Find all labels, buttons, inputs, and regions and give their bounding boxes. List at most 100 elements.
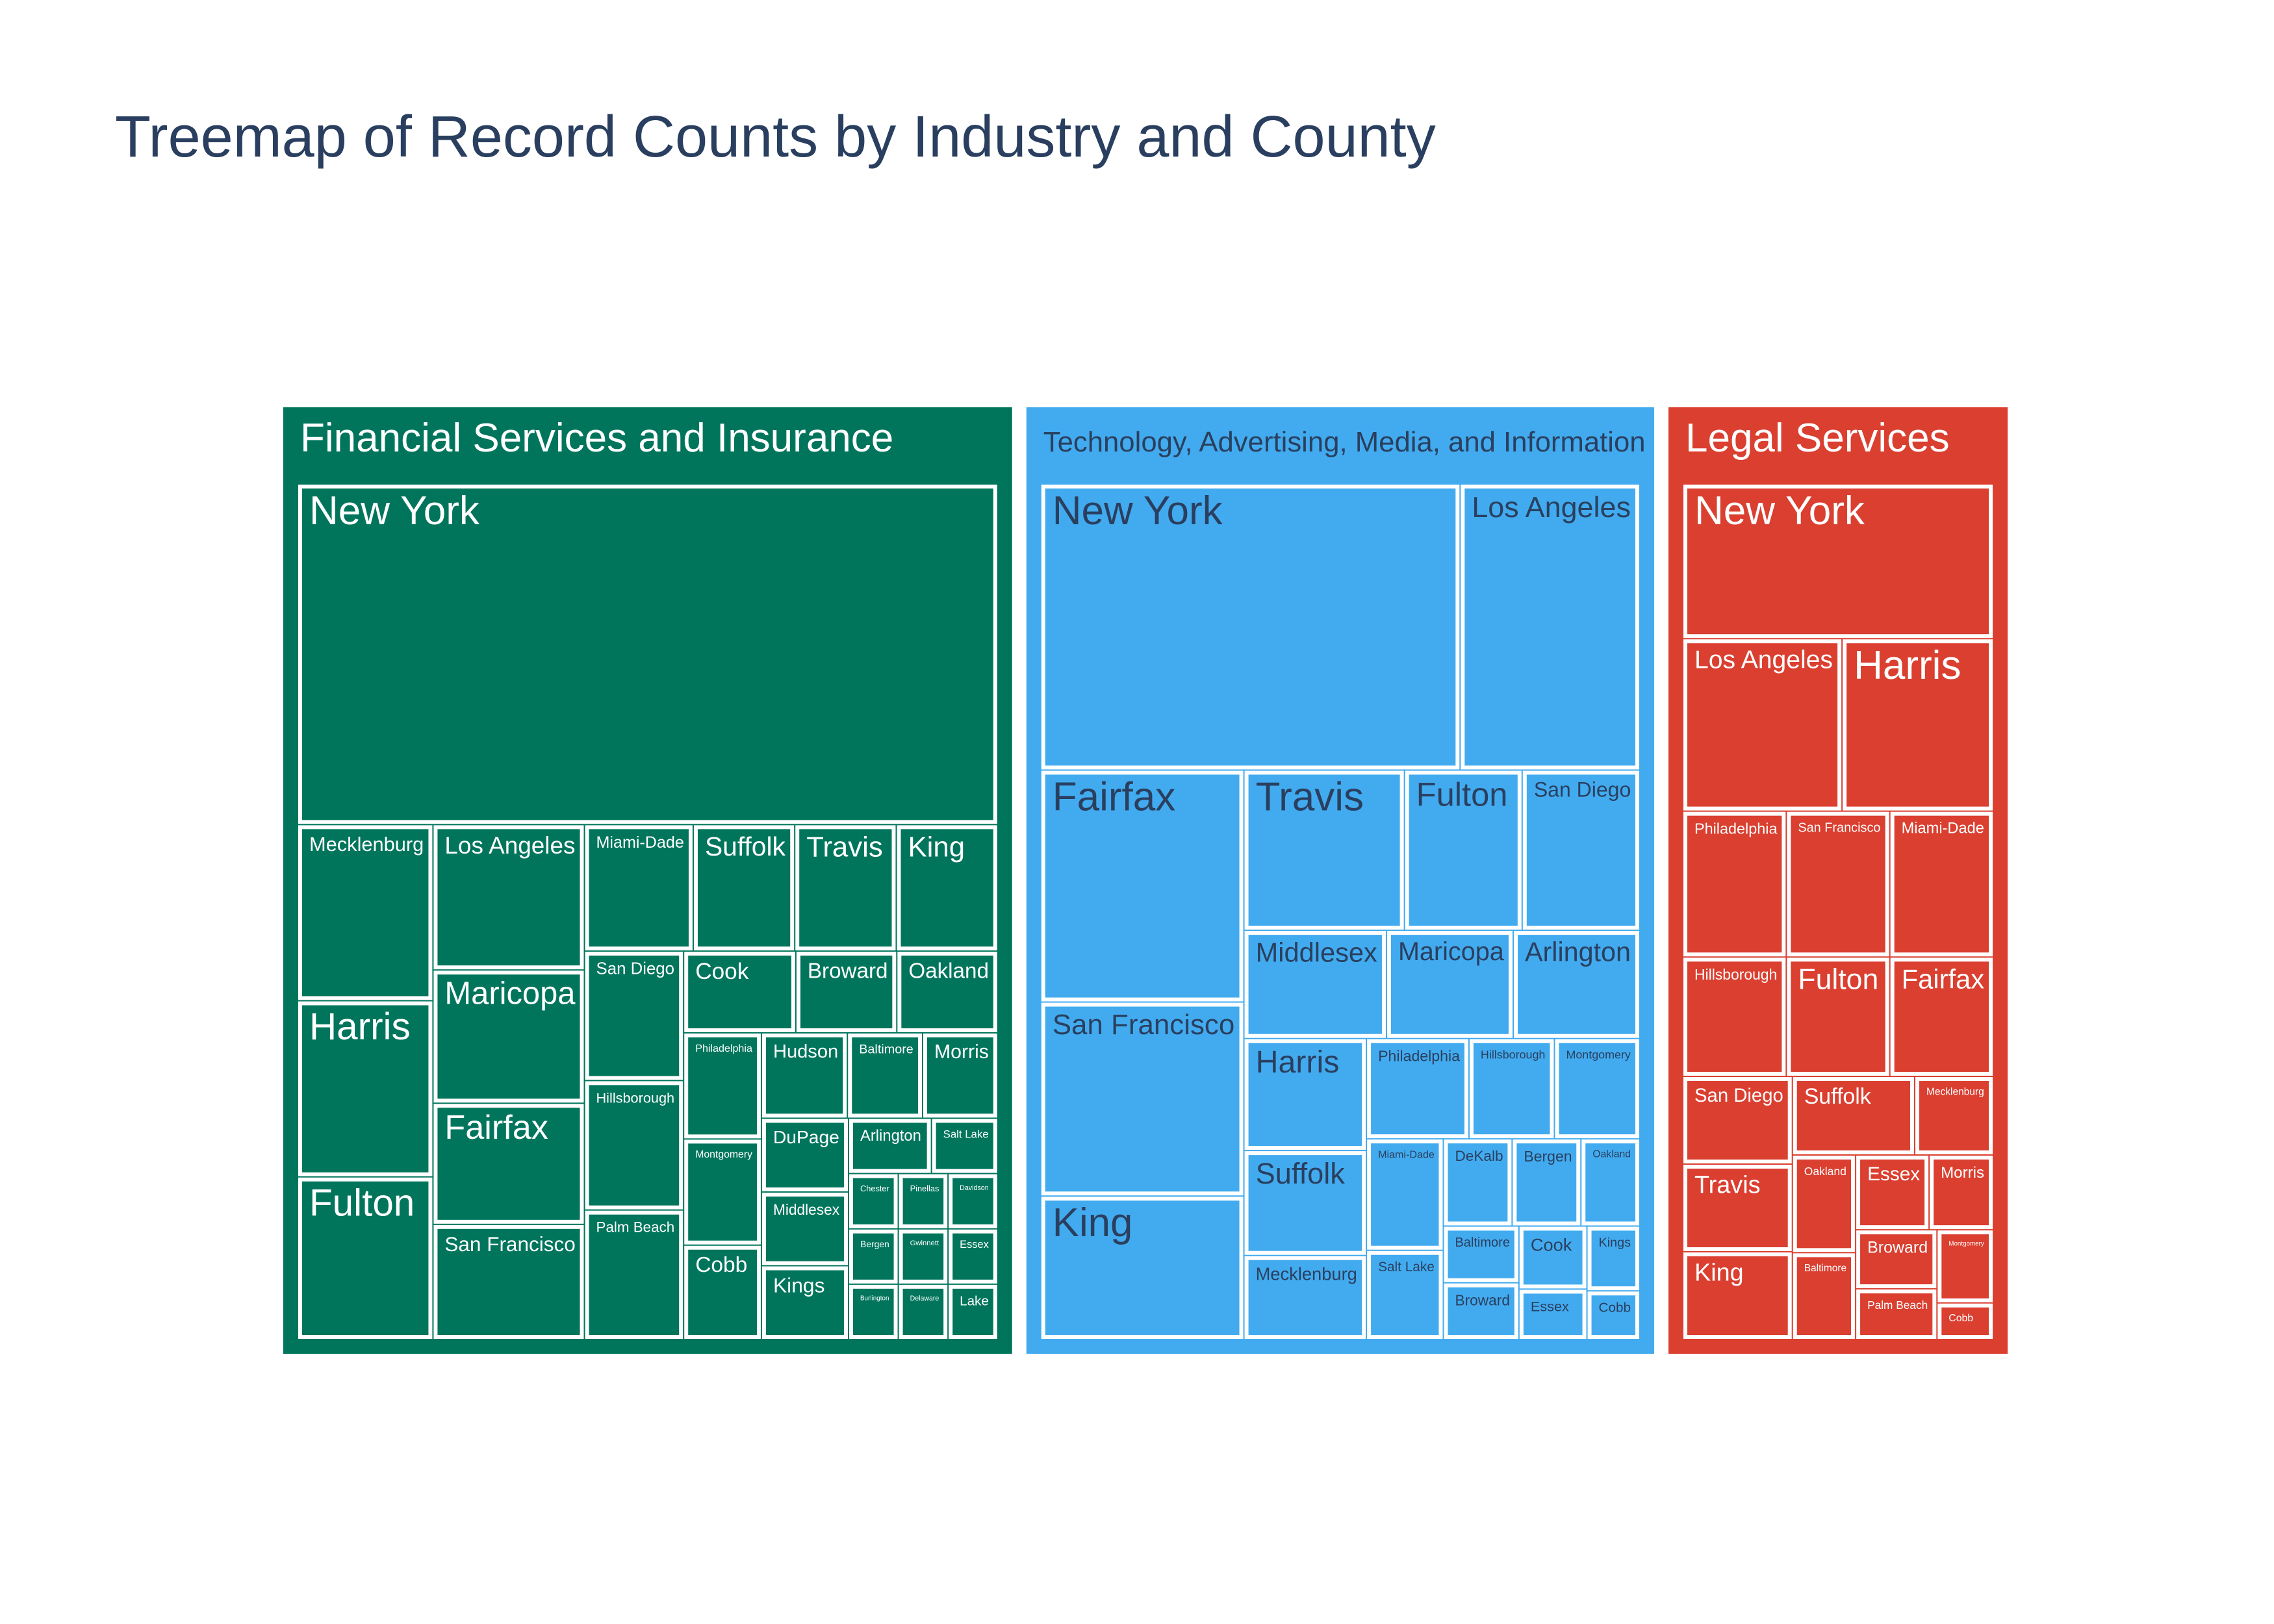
county-tile[interactable] xyxy=(1937,1230,1993,1302)
county-tile[interactable] xyxy=(585,952,683,1080)
county-tile[interactable] xyxy=(1587,1291,1639,1339)
county-tile[interactable] xyxy=(1683,958,1786,1076)
county-oakland[interactable]: Oakland xyxy=(1793,1155,1856,1252)
county-tile[interactable] xyxy=(949,1284,997,1339)
county-mecklenburg[interactable]: Mecklenburg xyxy=(1915,1077,1993,1154)
county-burlington[interactable]: Burlington xyxy=(849,1284,898,1339)
county-los-angeles[interactable]: Los Angeles xyxy=(1683,639,1842,811)
county-cobb[interactable]: Cobb xyxy=(1937,1303,1993,1339)
county-tile[interactable] xyxy=(1461,485,1640,770)
county-hudson[interactable]: Hudson xyxy=(761,1033,847,1118)
county-dekalb[interactable]: DeKalb xyxy=(1444,1139,1512,1226)
county-tile[interactable] xyxy=(796,952,897,1032)
county-cook[interactable]: Cook xyxy=(684,952,795,1032)
county-tile[interactable] xyxy=(761,1119,848,1191)
county-tile[interactable] xyxy=(1444,1226,1518,1282)
county-tile[interactable] xyxy=(849,1284,898,1339)
county-miami-dade[interactable]: Miami-Dade xyxy=(1367,1139,1443,1250)
county-tile[interactable] xyxy=(684,1245,761,1339)
county-cobb[interactable]: Cobb xyxy=(1587,1291,1639,1339)
county-tile[interactable] xyxy=(585,825,693,951)
county-tile[interactable] xyxy=(1890,811,1993,957)
county-tile[interactable] xyxy=(849,1119,931,1173)
county-tile[interactable] xyxy=(693,825,795,951)
county-tile[interactable] xyxy=(761,1033,847,1118)
county-tile[interactable] xyxy=(1244,1039,1366,1150)
county-tile[interactable] xyxy=(1683,1165,1792,1252)
county-miami-dade[interactable]: Miami-Dade xyxy=(585,825,693,951)
county-harris[interactable]: Harris xyxy=(1843,639,1993,811)
county-tile[interactable] xyxy=(433,971,584,1103)
county-broward[interactable]: Broward xyxy=(796,952,897,1032)
county-tile[interactable] xyxy=(1367,1250,1443,1339)
county-tile[interactable] xyxy=(433,825,584,970)
county-gwinnett[interactable]: Gwinnett xyxy=(899,1229,948,1284)
county-new-york[interactable]: New York xyxy=(1041,485,1460,770)
county-tile[interactable] xyxy=(1555,1039,1639,1139)
county-arlington[interactable]: Arlington xyxy=(1513,931,1640,1038)
county-essex[interactable]: Essex xyxy=(1856,1155,1929,1230)
county-montgomery[interactable]: Montgomery xyxy=(684,1139,761,1245)
county-new-york[interactable]: New York xyxy=(1683,485,1993,639)
county-maricopa[interactable]: Maricopa xyxy=(1386,931,1513,1038)
county-montgomery[interactable]: Montgomery xyxy=(1937,1230,1993,1302)
county-tile[interactable] xyxy=(1444,1139,1512,1226)
county-palm-beach[interactable]: Palm Beach xyxy=(585,1210,683,1339)
county-tile[interactable] xyxy=(684,1139,761,1245)
county-tile[interactable] xyxy=(1683,639,1842,811)
county-fairfax[interactable]: Fairfax xyxy=(433,1104,584,1224)
county-travis[interactable]: Travis xyxy=(795,825,896,951)
county-tile[interactable] xyxy=(1793,1077,1914,1154)
county-tile[interactable] xyxy=(1683,485,1993,639)
county-suffolk[interactable]: Suffolk xyxy=(1793,1077,1914,1154)
county-tile[interactable] xyxy=(1915,1077,1993,1154)
county-tile[interactable] xyxy=(1890,958,1993,1076)
county-san-diego[interactable]: San Diego xyxy=(1522,770,1640,930)
county-tile[interactable] xyxy=(1041,1197,1244,1339)
county-tile[interactable] xyxy=(1787,958,1889,1076)
county-fairfax[interactable]: Fairfax xyxy=(1041,770,1244,1002)
county-tile[interactable] xyxy=(1367,1039,1468,1139)
county-broward[interactable]: Broward xyxy=(1856,1230,1937,1289)
county-san-francisco[interactable]: San Francisco xyxy=(1041,1002,1244,1196)
county-tile[interactable] xyxy=(1856,1230,1937,1289)
county-tile[interactable] xyxy=(1856,1289,1937,1339)
county-los-angeles[interactable]: Los Angeles xyxy=(433,825,584,970)
county-bergen[interactable]: Bergen xyxy=(1513,1139,1581,1226)
county-essex[interactable]: Essex xyxy=(1519,1289,1587,1339)
county-dupage[interactable]: DuPage xyxy=(761,1119,848,1191)
county-maricopa[interactable]: Maricopa xyxy=(433,971,584,1103)
county-tile[interactable] xyxy=(1041,1002,1244,1196)
county-tile[interactable] xyxy=(1843,639,1993,811)
county-travis[interactable]: Travis xyxy=(1244,770,1404,930)
county-tile[interactable] xyxy=(1793,1155,1856,1252)
county-broward[interactable]: Broward xyxy=(1444,1283,1518,1339)
county-tile[interactable] xyxy=(932,1119,997,1173)
county-philadelphia[interactable]: Philadelphia xyxy=(1683,811,1786,957)
county-chester[interactable]: Chester xyxy=(849,1174,898,1228)
county-new-york[interactable]: New York xyxy=(298,485,997,824)
county-baltimore[interactable]: Baltimore xyxy=(1793,1253,1856,1339)
county-tile[interactable] xyxy=(923,1033,997,1118)
county-tile[interactable] xyxy=(684,952,795,1032)
county-hillsborough[interactable]: Hillsborough xyxy=(585,1081,683,1210)
county-san-diego[interactable]: San Diego xyxy=(585,952,683,1080)
county-palm-beach[interactable]: Palm Beach xyxy=(1856,1289,1937,1339)
county-tile[interactable] xyxy=(433,1104,584,1224)
county-tile[interactable] xyxy=(1787,811,1889,957)
county-tile[interactable] xyxy=(1856,1155,1929,1230)
county-tile[interactable] xyxy=(1244,1151,1366,1255)
county-tile[interactable] xyxy=(849,1229,898,1284)
county-tile[interactable] xyxy=(1519,1289,1587,1339)
county-tile[interactable] xyxy=(1683,811,1786,957)
county-philadelphia[interactable]: Philadelphia xyxy=(684,1033,761,1139)
county-tile[interactable] xyxy=(1367,1139,1443,1250)
county-tile[interactable] xyxy=(1469,1039,1554,1139)
county-mecklenburg[interactable]: Mecklenburg xyxy=(298,825,433,1000)
county-san-francisco[interactable]: San Francisco xyxy=(1787,811,1889,957)
county-suffolk[interactable]: Suffolk xyxy=(1244,1151,1366,1255)
county-tile[interactable] xyxy=(585,1081,683,1210)
county-tile[interactable] xyxy=(1793,1253,1856,1339)
county-salt-lake[interactable]: Salt Lake xyxy=(932,1119,997,1173)
county-middlesex[interactable]: Middlesex xyxy=(761,1192,848,1265)
